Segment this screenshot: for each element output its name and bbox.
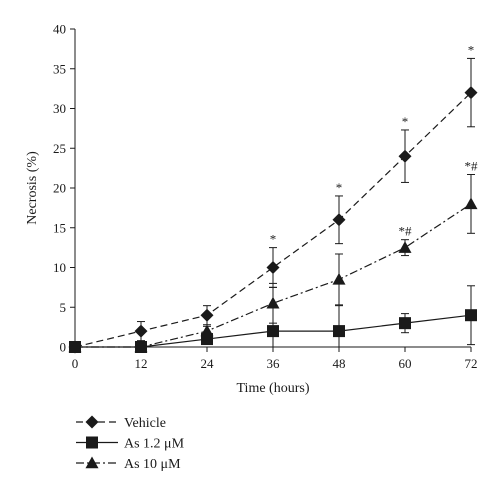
legend-item: Vehicle xyxy=(76,415,166,431)
y-tick-label: 0 xyxy=(60,340,67,355)
x-tick-label: 0 xyxy=(72,356,79,371)
y-axis-ticks: 0 5 10 15 20 25 30 35 40 xyxy=(53,22,75,355)
significance-label: *# xyxy=(399,224,413,239)
x-tick-label: 48 xyxy=(333,356,346,371)
data-point xyxy=(332,272,346,285)
significance-label: * xyxy=(402,114,409,129)
x-tick-label: 60 xyxy=(399,356,412,371)
y-tick-label: 25 xyxy=(53,141,66,156)
y-tick-label: 40 xyxy=(53,22,66,37)
x-tick-label: 24 xyxy=(201,356,215,371)
legend-label: Vehicle xyxy=(124,416,166,431)
data-point xyxy=(267,325,279,338)
x-tick-label: 72 xyxy=(465,356,478,371)
data-point xyxy=(398,149,412,163)
legend-marker xyxy=(86,436,98,449)
significance-label: * xyxy=(270,232,277,247)
y-tick-label: 5 xyxy=(60,300,67,315)
data-point xyxy=(134,324,148,338)
data-point xyxy=(332,213,346,227)
data-point xyxy=(134,340,148,353)
series-layer xyxy=(68,57,478,354)
legend-label: As 10 μM xyxy=(124,457,181,472)
data-point xyxy=(398,241,412,253)
legend-marker xyxy=(85,415,99,429)
data-point xyxy=(200,308,214,322)
y-axis-title: Necrosis (%) xyxy=(25,151,40,225)
significance-label: * xyxy=(336,180,343,195)
data-point xyxy=(464,197,478,210)
significance-label: * xyxy=(468,42,475,57)
data-point xyxy=(266,296,280,309)
legend-marker xyxy=(85,456,99,469)
significance-label: *# xyxy=(465,158,479,173)
data-point xyxy=(333,325,345,338)
data-point xyxy=(399,317,411,330)
data-point xyxy=(266,261,280,274)
x-axis-ticks: 0 12 24 36 48 60 72 xyxy=(72,347,478,371)
y-tick-label: 15 xyxy=(53,220,66,235)
x-tick-label: 36 xyxy=(267,356,281,371)
y-tick-label: 30 xyxy=(53,101,66,116)
series-1 xyxy=(68,57,478,354)
y-tick-label: 20 xyxy=(53,181,66,196)
data-point xyxy=(464,86,478,100)
y-tick-label: 10 xyxy=(53,260,66,275)
x-tick-label: 12 xyxy=(135,356,148,371)
legend-item: As 10 μM xyxy=(76,456,181,472)
legend: Vehicle As 1.2 μM As 10 μM xyxy=(76,415,185,472)
y-tick-label: 35 xyxy=(53,61,66,76)
legend-label: As 1.2 μM xyxy=(124,437,185,452)
legend-item: As 1.2 μM xyxy=(76,436,185,452)
x-axis-title: Time (hours) xyxy=(237,381,310,396)
data-point xyxy=(200,324,214,337)
annotation-layer: * * * * *# *# xyxy=(270,42,478,246)
data-point xyxy=(465,309,477,322)
